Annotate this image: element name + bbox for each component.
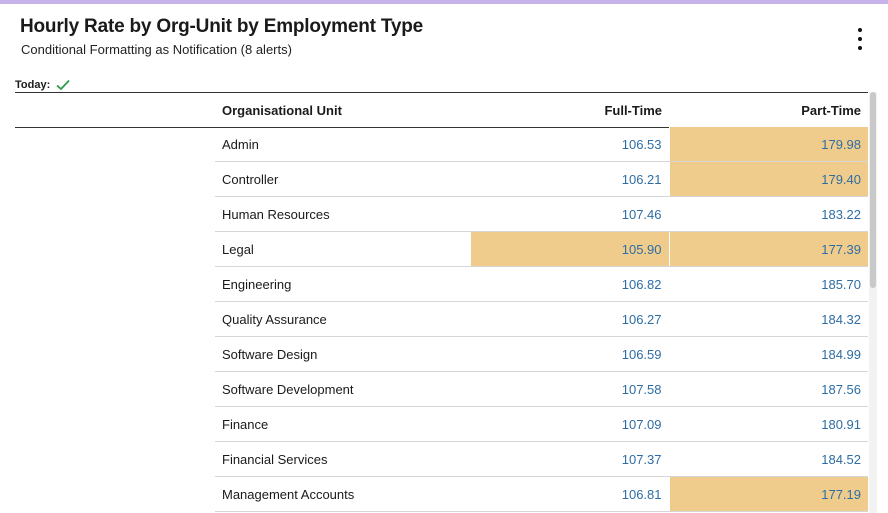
org-unit-cell: Legal <box>215 231 471 267</box>
check-icon <box>56 79 70 91</box>
kebab-dot <box>858 37 862 41</box>
full-time-rate-cell: 106.53 <box>471 127 669 162</box>
scrollbar-thumb[interactable] <box>870 92 876 288</box>
part-time-rate-cell: 185.70 <box>668 266 868 302</box>
full-time-rate-cell: 106.21 <box>471 161 669 197</box>
org-unit-cell: Software Design <box>215 336 471 372</box>
table-row: Human Resources 107.46 183.22 <box>215 196 868 232</box>
hourly-rate-table: Organisational Unit Full-Time Part-Time … <box>215 93 868 512</box>
part-time-rate-cell: 184.32 <box>668 301 868 337</box>
full-time-rate-cell: 105.90 <box>471 231 669 267</box>
org-unit-cell: Human Resources <box>215 196 471 232</box>
org-unit-cell: Financial Services <box>215 441 471 477</box>
part-time-rate-cell: 179.98 <box>668 127 868 162</box>
table-row: Controller 106.21 179.40 <box>215 161 868 197</box>
widget-accent-bar <box>0 0 888 4</box>
table-row: Management Accounts 106.81 177.19 <box>215 476 868 512</box>
column-header-part-time[interactable]: Part-Time <box>801 102 861 118</box>
today-label: Today: <box>15 79 51 91</box>
org-unit-cell: Finance <box>215 406 471 442</box>
table-row: Software Design 106.59 184.99 <box>215 336 868 372</box>
part-time-rate-cell: 177.39 <box>668 231 868 267</box>
table-row: Quality Assurance 106.27 184.32 <box>215 301 868 337</box>
table-header-row: Organisational Unit Full-Time Part-Time <box>215 93 868 127</box>
org-unit-cell: Quality Assurance <box>215 301 471 337</box>
vertical-scrollbar[interactable] <box>869 92 877 513</box>
table-row: Finance 107.09 180.91 <box>215 406 868 442</box>
part-time-rate-cell: 183.22 <box>668 196 868 232</box>
more-options-button[interactable] <box>852 28 868 50</box>
part-time-rate-cell: 177.19 <box>668 476 868 512</box>
table-row: Software Development 107.58 187.56 <box>215 371 868 407</box>
table-row: Legal 105.90 177.39 <box>215 231 868 267</box>
part-time-rate-cell: 179.40 <box>668 161 868 197</box>
full-time-rate-cell: 106.59 <box>471 336 669 372</box>
column-header-org-unit[interactable]: Organisational Unit <box>222 102 342 118</box>
column-header-full-time[interactable]: Full-Time <box>604 102 662 118</box>
org-unit-cell: Admin <box>215 127 471 162</box>
kebab-dot <box>858 46 862 50</box>
part-time-rate-cell: 180.91 <box>668 406 868 442</box>
full-time-rate-cell: 107.37 <box>471 441 669 477</box>
widget-title: Hourly Rate by Org-Unit by Employment Ty… <box>20 16 423 37</box>
full-time-rate-cell: 107.46 <box>471 196 669 232</box>
full-time-rate-cell: 107.58 <box>471 371 669 407</box>
table-row: Admin 106.53 179.98 <box>215 127 868 162</box>
kebab-dot <box>858 28 862 32</box>
org-unit-cell: Software Development <box>215 371 471 407</box>
full-time-rate-cell: 106.27 <box>471 301 669 337</box>
org-unit-cell: Management Accounts <box>215 476 471 512</box>
table-row: Engineering 106.82 185.70 <box>215 266 868 302</box>
part-time-rate-cell: 184.52 <box>668 441 868 477</box>
part-time-rate-cell: 184.99 <box>668 336 868 372</box>
today-status: Today: <box>15 79 70 91</box>
widget-subtitle: Conditional Formatting as Notification (… <box>21 42 292 57</box>
full-time-rate-cell: 107.09 <box>471 406 669 442</box>
table-top-border <box>15 92 868 93</box>
full-time-rate-cell: 106.82 <box>471 266 669 302</box>
org-unit-cell: Engineering <box>215 266 471 302</box>
org-unit-cell: Controller <box>215 161 471 197</box>
part-time-rate-cell: 187.56 <box>668 371 868 407</box>
full-time-rate-cell: 106.81 <box>471 476 669 512</box>
table-row: Financial Services 107.37 184.52 <box>215 441 868 477</box>
